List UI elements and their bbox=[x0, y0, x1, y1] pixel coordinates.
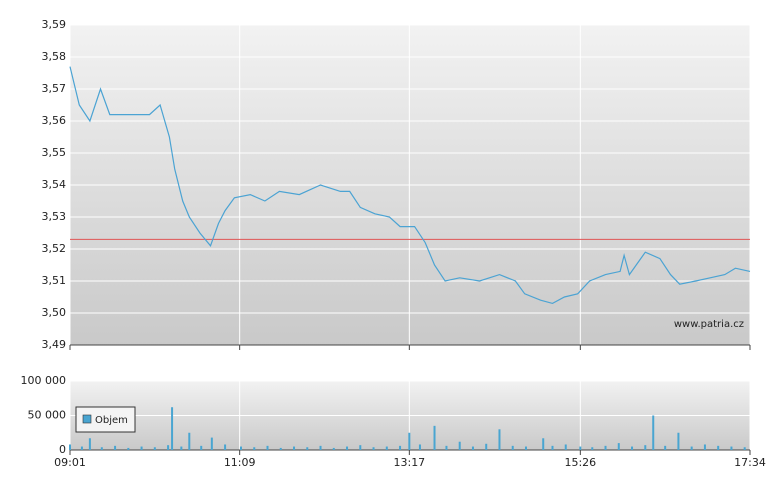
y-tick-label: 3,54 bbox=[42, 178, 67, 191]
volume-bar bbox=[677, 432, 680, 450]
volume-bar bbox=[524, 446, 527, 450]
y-tick-label: 3,55 bbox=[42, 146, 67, 159]
volume-bar bbox=[385, 446, 388, 450]
volume-bar bbox=[167, 445, 170, 450]
volume-bar bbox=[88, 438, 91, 450]
volume-bar bbox=[743, 447, 746, 450]
volume-bar bbox=[80, 446, 83, 450]
x-tick-label: 11:09 bbox=[224, 456, 256, 469]
volume-bar bbox=[140, 446, 143, 450]
y-tick-label: 3,51 bbox=[42, 274, 67, 287]
volume-bar bbox=[346, 446, 349, 450]
y-tick-label: 3,59 bbox=[42, 18, 67, 31]
volume-bar bbox=[471, 446, 474, 450]
volume-bar bbox=[408, 432, 411, 450]
price-line bbox=[69, 66, 751, 305]
volume-bar bbox=[319, 445, 322, 450]
volume-bar bbox=[114, 445, 117, 450]
volume-bar bbox=[372, 447, 375, 450]
volume-bar bbox=[511, 445, 514, 450]
y-tick-label: 3,53 bbox=[42, 210, 67, 223]
volume-bar bbox=[418, 444, 421, 450]
volume-bar bbox=[266, 445, 269, 450]
volume-bar bbox=[253, 447, 256, 450]
volume-bar bbox=[210, 437, 213, 450]
volume-bar bbox=[617, 443, 620, 450]
volume-bar bbox=[127, 447, 130, 450]
volume-bar bbox=[153, 447, 156, 450]
volume-bar bbox=[485, 443, 488, 450]
volume-bar bbox=[359, 445, 362, 450]
volume-bar bbox=[579, 446, 582, 450]
y-tick-label: 3,50 bbox=[42, 306, 67, 319]
legend-swatch bbox=[82, 414, 92, 424]
volume-bar bbox=[551, 445, 554, 450]
y-tick-label: 0 bbox=[59, 443, 66, 456]
volume-bar bbox=[730, 446, 733, 450]
y-tick-label: 100 000 bbox=[21, 374, 67, 387]
x-tick-label: 15:26 bbox=[564, 456, 596, 469]
x-tick-label: 13:17 bbox=[393, 456, 425, 469]
volume-bar bbox=[224, 444, 227, 450]
volume-bar bbox=[100, 447, 103, 450]
y-tick-label: 3,58 bbox=[42, 50, 67, 63]
x-tick-label: 09:01 bbox=[54, 456, 86, 469]
volume-bar bbox=[332, 447, 335, 450]
volume-bar bbox=[458, 441, 461, 450]
volume-bar bbox=[652, 415, 655, 450]
volume-bar bbox=[604, 445, 607, 450]
volume-bar bbox=[188, 432, 191, 450]
volume-bar bbox=[631, 446, 634, 450]
volume-bar bbox=[279, 447, 282, 450]
volume-bar bbox=[200, 445, 203, 450]
volume-bar bbox=[591, 447, 594, 450]
volume-bar bbox=[498, 429, 501, 450]
x-tick-label: 17:34 bbox=[734, 456, 766, 469]
y-tick-label: 50 000 bbox=[28, 409, 67, 422]
volume-bar bbox=[717, 445, 720, 450]
volume-bar bbox=[306, 447, 309, 450]
volume-bar bbox=[644, 445, 647, 450]
volume-bar bbox=[239, 446, 242, 450]
volume-bar bbox=[703, 444, 706, 450]
y-tick-label: 3,57 bbox=[42, 82, 67, 95]
volume-bar bbox=[542, 438, 545, 450]
legend-label: Objem bbox=[95, 415, 128, 426]
volume-bar bbox=[180, 446, 183, 450]
volume-bar bbox=[445, 445, 448, 450]
volume-bar bbox=[564, 444, 567, 450]
volume-bar bbox=[690, 446, 693, 450]
volume-bar bbox=[69, 444, 71, 450]
volume-bar bbox=[293, 446, 296, 450]
volume-bar bbox=[664, 445, 667, 450]
y-tick-label: 3,52 bbox=[42, 242, 67, 255]
y-tick-label: 3,56 bbox=[42, 114, 67, 127]
volume-bar bbox=[433, 425, 436, 450]
volume-bar bbox=[171, 407, 174, 450]
volume-bar bbox=[399, 445, 402, 450]
y-tick-label: 3,49 bbox=[42, 338, 67, 351]
watermark: www.patria.cz bbox=[674, 319, 744, 330]
